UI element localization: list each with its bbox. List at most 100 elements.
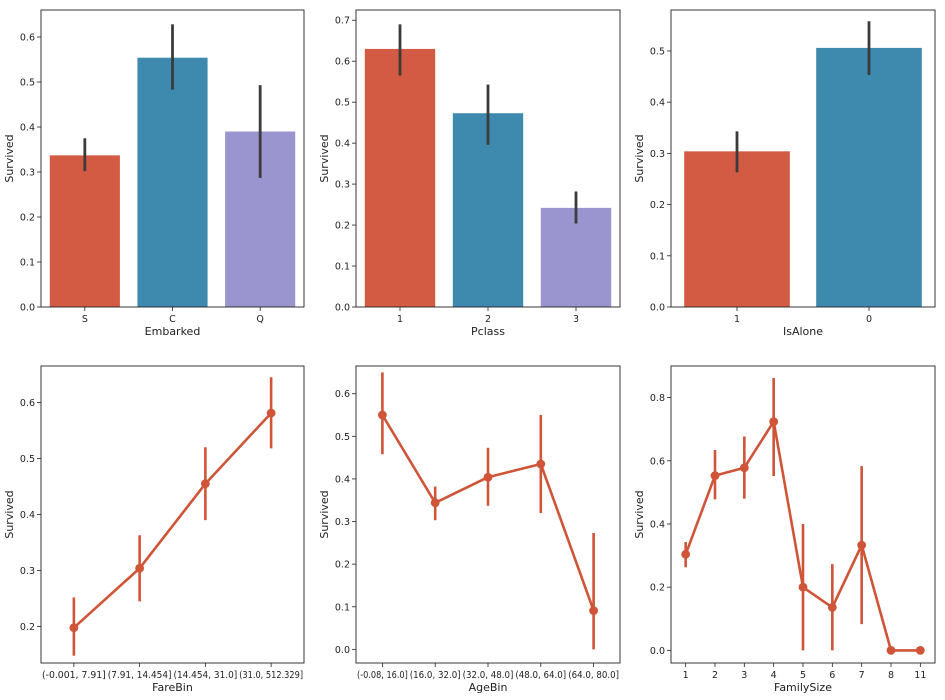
x-tick-label: (-0.08, 16.0]: [357, 670, 408, 681]
chart-panel-2: 0.0 0.1 0.2 0.3 0.4 0.5 0.6 0.7 1 2 3 Pclass Survive…: [318, 9, 621, 338]
y-axis-label: Survived: [318, 134, 331, 182]
y-tick-label: 0.2: [335, 221, 350, 232]
x-tick-label: (48.0, 64.0]: [515, 670, 566, 681]
data-point: [681, 549, 691, 559]
data-point: [769, 417, 779, 427]
y-tick-label: 0.3: [335, 180, 350, 191]
y-tick-label: 0.0: [335, 645, 350, 656]
y-tick-label: 0.4: [650, 98, 665, 109]
y-tick-label: 0.3: [650, 149, 665, 160]
x-axis-label: Embarked: [145, 325, 201, 338]
x-tick-label: 6: [829, 670, 835, 681]
x-axis-label: AgeBin: [469, 681, 508, 694]
bar: [364, 48, 436, 308]
data-point: [266, 408, 276, 418]
bar: [684, 151, 790, 307]
x-tick-label: (64.0, 80.0]: [568, 670, 619, 681]
axes-frame: [670, 9, 936, 308]
x-tick-label: (16.0, 32.0]: [410, 670, 461, 681]
x-tick-label: 1: [734, 314, 740, 325]
y-tick-label: 0.5: [335, 98, 350, 109]
y-tick-label: 0.0: [650, 646, 665, 657]
data-point: [589, 606, 598, 615]
x-tick-label: (14.454, 31.0]: [173, 670, 237, 681]
x-tick-label: S: [82, 314, 88, 325]
bar: [49, 155, 120, 307]
y-axis-label: Survived: [3, 490, 16, 538]
y-tick-label: 0.4: [20, 123, 35, 134]
data-point: [739, 463, 749, 473]
y-tick-label: 0.1: [335, 262, 350, 273]
x-tick-label: 7: [859, 670, 865, 681]
chart-panel-6: 0.0 0.2 0.4 0.6 0.8 1 2 3 4 5 6 7 8 11 FamilySize Survi…: [633, 365, 936, 694]
data-point: [135, 563, 145, 573]
data-point: [378, 410, 387, 420]
y-axis-label: Survived: [3, 134, 16, 182]
x-tick-label: (32.0, 48.0]: [463, 670, 514, 681]
bar: [137, 57, 208, 308]
y-tick-label: 0.0: [650, 303, 665, 314]
bar: [816, 47, 922, 308]
y-tick-label: 0.4: [335, 139, 350, 150]
data-point: [827, 602, 837, 612]
axes-frame: [40, 9, 305, 308]
chart-panel-1: 0.0 0.1 0.2 0.3 0.4 0.5 0.6 S C Q Embarked Survived: [3, 9, 305, 338]
y-tick-label: 0.5: [20, 454, 35, 465]
y-tick-label: 0.4: [650, 519, 665, 530]
data-point: [536, 459, 546, 469]
y-tick-label: 0.0: [335, 303, 350, 314]
y-tick-label: 0.6: [20, 398, 35, 409]
x-tick-label: 5: [800, 670, 806, 681]
y-tick-label: 0.1: [20, 258, 35, 269]
x-tick-label: 2: [712, 670, 718, 681]
x-axis-label: FamilySize: [774, 681, 832, 694]
data-point: [710, 471, 720, 481]
y-tick-label: 0.2: [650, 200, 665, 211]
y-tick-label: 0.5: [20, 78, 35, 89]
chart-panel-5: 0.0 0.1 0.2 0.3 0.4 0.5 0.6 (-0.08, 16.0] (16.0,…: [318, 365, 621, 694]
data-point: [69, 623, 79, 633]
y-tick-label: 0.4: [20, 510, 35, 521]
y-tick-label: 0.1: [650, 251, 665, 262]
x-tick-label: (31.0, 512.329]: [239, 670, 303, 681]
y-tick-label: 0.3: [20, 566, 35, 577]
data-point: [915, 645, 925, 655]
y-tick-label: 0.2: [20, 213, 35, 224]
y-tick-label: 0.8: [650, 393, 665, 404]
x-tick-label: 2: [485, 314, 491, 325]
data-point: [200, 479, 210, 489]
chart-panel-4: 0.2 0.3 0.4 0.5 0.6 (-0.001, 7.91] (7.91, 14.4…: [3, 365, 305, 694]
x-tick-label: (7.91, 14.454]: [108, 670, 172, 681]
y-axis-label: Survived: [318, 490, 331, 538]
data-point: [430, 498, 440, 508]
x-tick-label: 0: [866, 314, 872, 325]
bar: [452, 113, 524, 308]
y-tick-label: 0.3: [335, 517, 350, 528]
y-tick-label: 0.3: [20, 168, 35, 179]
y-axis-label: Survived: [633, 490, 646, 538]
x-tick-label: 4: [771, 670, 777, 681]
y-tick-label: 0.6: [335, 389, 350, 400]
x-tick-label: 1: [397, 314, 403, 325]
x-axis-label: Pclass: [471, 325, 505, 338]
y-tick-label: 0.2: [650, 583, 665, 594]
axes-frame: [670, 365, 936, 664]
x-tick-label: Q: [256, 314, 263, 325]
y-tick-label: 0.6: [20, 33, 35, 44]
data-point: [857, 540, 867, 550]
y-tick-label: 0.0: [20, 303, 35, 314]
axes-frame: [355, 9, 621, 308]
data-point: [886, 645, 896, 655]
y-tick-label: 0.4: [335, 474, 350, 485]
data-point: [798, 582, 808, 592]
axes-frame: [40, 365, 305, 664]
bar: [540, 207, 612, 307]
data-point: [483, 472, 493, 482]
axes-frame: [355, 365, 621, 664]
x-tick-label: 3: [741, 670, 747, 681]
x-tick-label: C: [169, 314, 176, 325]
series-line: [73, 412, 273, 629]
y-tick-label: 0.5: [650, 46, 665, 57]
y-axis-label: Survived: [633, 134, 646, 182]
